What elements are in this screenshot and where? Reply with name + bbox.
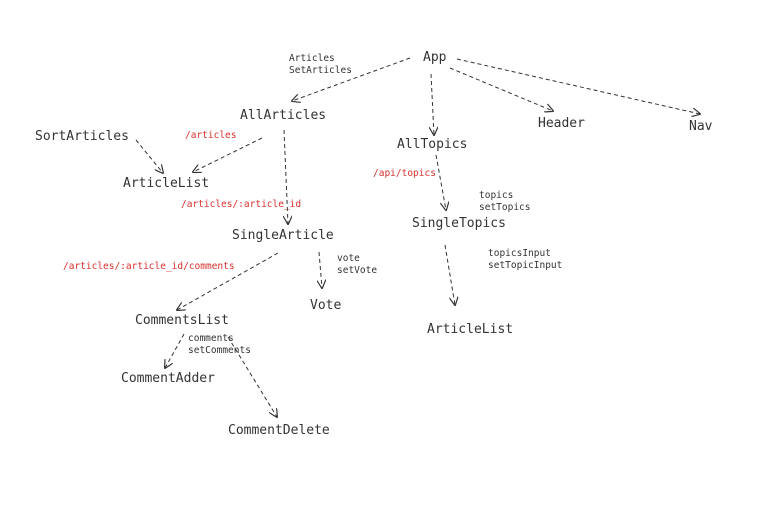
edge-app-nav: [456, 58, 700, 114]
node-header: Header: [538, 116, 585, 131]
edge-sortarticles-articlelist: [135, 139, 163, 173]
edge-app-alltopics: [431, 73, 434, 135]
note-topics-input-state: topicsInput setTopicInput: [488, 248, 562, 272]
edge-commentslist-commentadder: [165, 333, 185, 368]
edge-allarticles-articlelist: [193, 137, 263, 172]
edge-commentslist-commentdelete: [227, 336, 277, 417]
note-line: vote: [337, 253, 360, 264]
node-app: App: [423, 50, 447, 65]
note-vote-state: vote setVote: [337, 253, 377, 277]
node-comment-adder: CommentAdder: [121, 371, 215, 386]
note-line: setTopics: [479, 202, 531, 213]
note-line: setTopicInput: [488, 260, 563, 271]
edge-alltopics-singletopics: [435, 154, 446, 210]
node-article-list-left: ArticleList: [123, 176, 210, 191]
edge-singlearticle-vote: [319, 251, 322, 288]
note-line: topics: [479, 190, 514, 201]
node-all-topics: AllTopics: [397, 137, 468, 152]
edge-allarticles-singlearticle: [284, 129, 288, 224]
node-comments-list: CommentsList: [135, 313, 229, 328]
note-line: Articles: [289, 53, 335, 64]
node-all-articles: AllArticles: [240, 108, 327, 123]
note-articles-state: Articles SetArticles: [289, 53, 352, 77]
note-line: setVote: [337, 265, 378, 276]
edge-app-header: [449, 67, 553, 111]
note-line: setComments: [188, 345, 251, 356]
route-api-topics: /api/topics: [373, 168, 436, 179]
node-single-article: SingleArticle: [232, 228, 334, 243]
node-vote: Vote: [310, 298, 342, 313]
edge-singletopics-articlelist: [444, 244, 455, 305]
note-line: comments: [188, 333, 234, 344]
note-line: topicsInput: [488, 248, 551, 259]
note-topics-state: topics setTopics: [479, 190, 530, 214]
route-article-id: /articles/:article_id: [181, 199, 302, 210]
node-single-topics: SingleTopics: [412, 216, 506, 231]
node-nav: Nav: [689, 119, 713, 134]
route-article-comments: /articles/:article_id/comments: [63, 261, 235, 272]
node-comment-delete: CommentDelete: [228, 423, 330, 438]
note-comments-state: comments setComments: [188, 333, 251, 357]
node-article-list-right: ArticleList: [427, 322, 514, 337]
note-line: SetArticles: [289, 65, 352, 76]
edge-singlearticle-commentslist: [177, 252, 279, 310]
node-sort-articles: SortArticles: [35, 129, 129, 144]
route-articles: /articles: [185, 130, 237, 141]
